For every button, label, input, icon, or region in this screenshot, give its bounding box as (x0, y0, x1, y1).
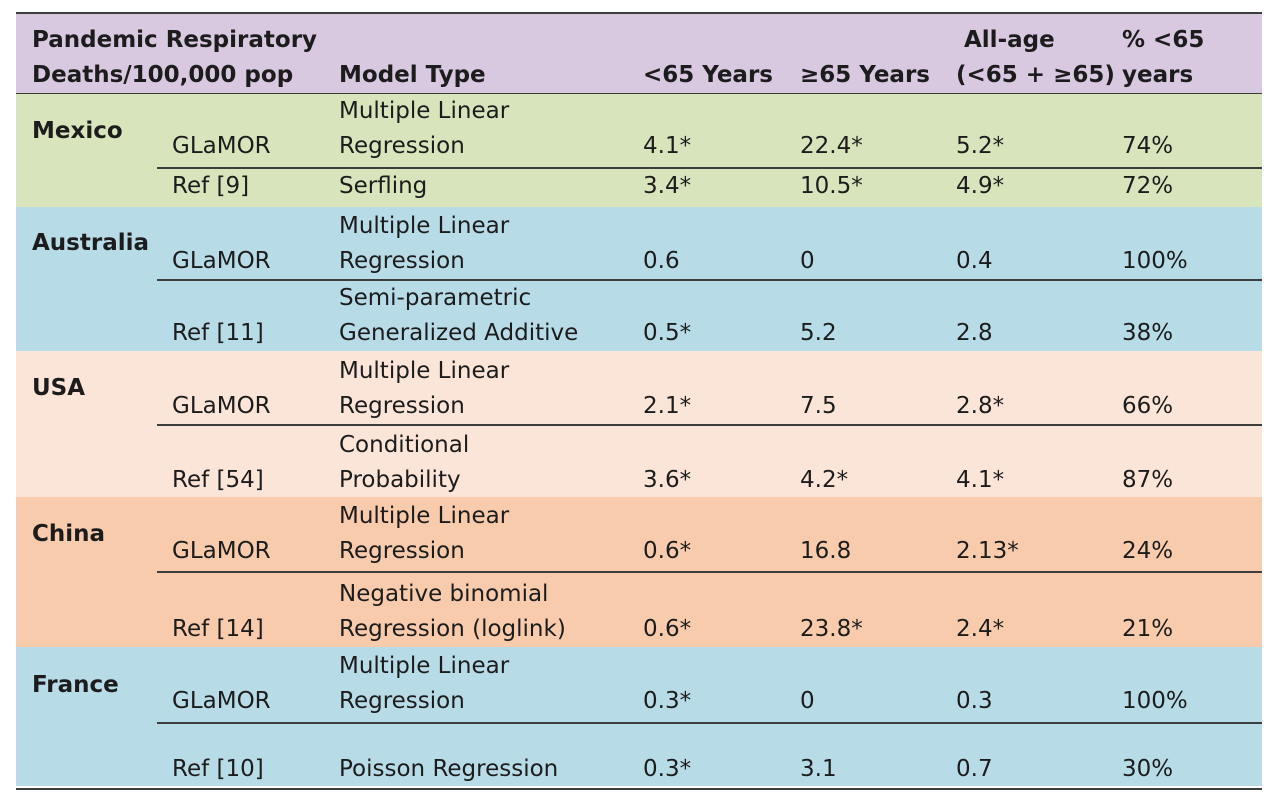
under-65-value: 0.3* (643, 688, 692, 714)
header-measure-title: Pandemic Respiratory (32, 27, 318, 53)
source-cell: Ref [54] (172, 467, 264, 493)
under-65-value: 3.6* (643, 467, 692, 493)
model-type-cell: Regression (339, 538, 465, 564)
row-divider (157, 167, 1262, 169)
country-label-china: China (32, 521, 106, 547)
all-age-value: 0.3 (956, 688, 993, 714)
model-type-cell: Multiple Linear (339, 358, 510, 384)
source-cell: Ref [11] (172, 320, 264, 346)
model-type-cell: Multiple Linear (339, 653, 510, 679)
under-65-value: 2.1* (643, 393, 692, 419)
model-type-cell: Serfling (339, 173, 428, 199)
model-type-cell: Probability (339, 467, 461, 493)
under-65-value: 0.3* (643, 756, 692, 782)
model-type-cell: Multiple Linear (339, 98, 510, 124)
over-65-value: 23.8* (800, 616, 863, 642)
header-measure-subtitle: Deaths/100,000 pop (32, 62, 294, 88)
source-cell: Ref [14] (172, 616, 264, 642)
over-65-value: 10.5* (800, 173, 863, 199)
percent-under-65-value: 74% (1122, 133, 1174, 159)
header-under-65: <65 Years (643, 62, 773, 88)
source-cell: Ref [9] (172, 173, 250, 199)
row-divider (157, 424, 1262, 426)
model-type-cell: Regression (339, 248, 465, 274)
all-age-value: 2.13* (956, 538, 1019, 564)
all-age-value: 5.2* (956, 133, 1005, 159)
under-65-value: 0.6* (643, 616, 692, 642)
model-type-cell: Regression (339, 688, 465, 714)
percent-under-65-value: 21% (1122, 616, 1174, 642)
percent-under-65-value: 100% (1122, 688, 1188, 714)
all-age-value: 2.8* (956, 393, 1005, 419)
over-65-value: 7.5 (800, 393, 837, 419)
over-65-value: 22.4* (800, 133, 863, 159)
percent-under-65-value: 87% (1122, 467, 1174, 493)
model-type-cell: Multiple Linear (339, 503, 510, 529)
country-band-france (16, 647, 1262, 786)
percent-under-65-value: 72% (1122, 173, 1174, 199)
under-65-value: 3.4* (643, 173, 692, 199)
country-label-australia: Australia (32, 230, 150, 256)
source-cell: GLaMOR (172, 688, 271, 714)
row-divider (157, 279, 1262, 281)
all-age-value: 0.4 (956, 248, 993, 274)
model-type-cell: Regression (339, 393, 465, 419)
header-all-age-formula: (<65 + ≥65) (956, 62, 1115, 88)
header-model-type: Model Type (339, 62, 486, 88)
model-type-cell: Multiple Linear (339, 213, 510, 239)
header-over-65: ≥65 Years (800, 62, 930, 88)
all-age-value: 2.8 (956, 320, 993, 346)
header-percent-under-65: % <65 (1122, 27, 1205, 53)
country-label-usa: USA (32, 374, 86, 401)
model-type-cell: Regression (339, 133, 465, 159)
model-type-cell: Negative binomial (339, 581, 549, 607)
over-65-value: 16.8 (800, 538, 852, 564)
country-band-mexico (16, 94, 1262, 207)
row-divider (157, 722, 1262, 724)
header-percent-years: years (1122, 62, 1194, 88)
all-age-value: 2.4* (956, 616, 1005, 642)
source-cell: Ref [10] (172, 756, 264, 782)
over-65-value: 0 (800, 248, 815, 274)
header-rule (16, 93, 1262, 95)
percent-under-65-value: 100% (1122, 248, 1188, 274)
row-divider (157, 571, 1262, 573)
model-type-cell: Semi-parametric (339, 285, 532, 311)
percent-under-65-value: 30% (1122, 756, 1174, 782)
model-type-cell: Regression (loglink) (339, 616, 566, 642)
source-cell: GLaMOR (172, 393, 271, 419)
all-age-value: 0.7 (956, 756, 993, 782)
header-band (16, 14, 1262, 94)
over-65-value: 3.1 (800, 756, 837, 782)
model-type-cell: Generalized Additive (339, 320, 579, 346)
country-label-mexico: Mexico (32, 117, 123, 144)
percent-under-65-value: 38% (1122, 320, 1174, 346)
under-65-value: 4.1* (643, 133, 692, 159)
mortality-comparison-table: Pandemic Respiratory Deaths/100,000 pop Mo… (16, 12, 1262, 790)
all-age-value: 4.9* (956, 173, 1005, 199)
over-65-value: 0 (800, 688, 815, 714)
under-65-value: 0.6* (643, 538, 692, 564)
percent-under-65-value: 24% (1122, 538, 1174, 564)
all-age-value: 4.1* (956, 467, 1005, 493)
source-cell: GLaMOR (172, 538, 271, 564)
model-type-cell: Conditional (339, 432, 470, 458)
percent-under-65-value: 66% (1122, 393, 1174, 419)
under-65-value: 0.6 (643, 248, 680, 274)
source-cell: GLaMOR (172, 248, 271, 274)
model-type-cell: Poisson Regression (339, 756, 559, 782)
under-65-value: 0.5* (643, 320, 692, 346)
source-cell: GLaMOR (172, 133, 271, 159)
over-65-value: 5.2 (800, 320, 837, 346)
over-65-value: 4.2* (800, 467, 849, 493)
header-all-age: All-age (964, 27, 1055, 53)
country-label-france: France (32, 671, 119, 698)
